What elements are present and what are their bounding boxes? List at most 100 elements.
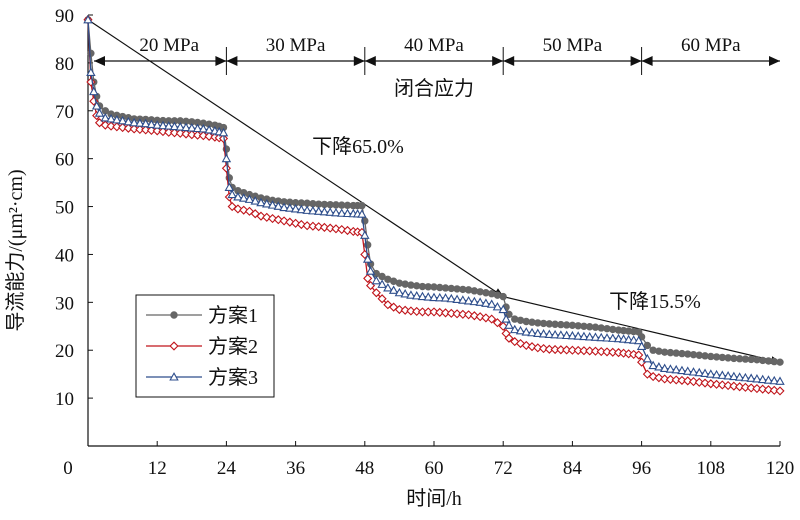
x-tick-label: 48 bbox=[355, 458, 374, 479]
data-point bbox=[100, 120, 110, 130]
data-point bbox=[561, 330, 572, 340]
data-point bbox=[406, 290, 416, 299]
x-tick-label: 24 bbox=[217, 458, 237, 479]
y-tick-label: 50 bbox=[55, 198, 74, 219]
data-point bbox=[192, 130, 203, 140]
y-tick-label: 20 bbox=[55, 341, 74, 362]
data-point bbox=[642, 369, 652, 379]
data-point bbox=[342, 208, 353, 218]
data-point bbox=[94, 108, 105, 117]
trend-arrow-1 bbox=[87, 19, 505, 298]
data-point bbox=[671, 364, 681, 374]
data-point bbox=[325, 207, 335, 216]
data-point bbox=[331, 207, 341, 217]
data-point bbox=[140, 118, 151, 128]
x-tick-label: 120 bbox=[766, 458, 795, 479]
stage-arrow-left bbox=[94, 56, 105, 66]
data-point bbox=[746, 383, 756, 393]
data-point bbox=[435, 307, 445, 317]
y-tick-label: 40 bbox=[55, 245, 74, 266]
data-point bbox=[717, 380, 727, 390]
data-point bbox=[775, 376, 785, 385]
data-point bbox=[469, 311, 479, 321]
data-point bbox=[169, 128, 180, 138]
data-point bbox=[123, 123, 133, 133]
data-point bbox=[735, 382, 745, 392]
data-point bbox=[573, 331, 583, 340]
data-point bbox=[671, 375, 681, 385]
data-point bbox=[550, 329, 560, 339]
data-point bbox=[163, 121, 174, 130]
data-point bbox=[585, 346, 595, 356]
data-point bbox=[204, 125, 214, 134]
data-point bbox=[89, 86, 99, 96]
data-point bbox=[590, 346, 601, 356]
data-point bbox=[187, 130, 197, 140]
data-point bbox=[400, 305, 410, 315]
data-point bbox=[406, 306, 416, 316]
data-point bbox=[515, 325, 526, 335]
data-point bbox=[682, 366, 693, 375]
data-point bbox=[567, 330, 578, 340]
data-point bbox=[325, 223, 335, 233]
x-origin-label: 0 bbox=[63, 458, 73, 479]
data-point bbox=[218, 127, 229, 137]
data-point bbox=[538, 329, 549, 338]
data-point bbox=[262, 212, 272, 222]
series-1 bbox=[84, 16, 784, 366]
data-point bbox=[694, 377, 704, 387]
series-2 bbox=[83, 15, 785, 396]
legend-item: 方案3 bbox=[146, 366, 258, 389]
stage-arrow-right bbox=[492, 56, 504, 66]
data-point bbox=[308, 221, 318, 231]
data-point bbox=[723, 380, 733, 391]
data-point bbox=[267, 200, 278, 209]
data-point bbox=[224, 182, 235, 191]
data-point bbox=[400, 289, 410, 298]
data-point bbox=[723, 371, 733, 380]
data-point bbox=[486, 299, 497, 308]
data-point bbox=[233, 192, 243, 201]
data-point bbox=[302, 221, 312, 231]
x-tick-label: 108 bbox=[697, 458, 726, 479]
data-point bbox=[634, 350, 644, 360]
data-point bbox=[659, 363, 670, 372]
data-point bbox=[665, 364, 676, 373]
data-point bbox=[758, 384, 768, 394]
data-point bbox=[567, 345, 577, 355]
data-point bbox=[509, 324, 520, 334]
data-point bbox=[463, 295, 474, 305]
y-tick-label: 70 bbox=[55, 102, 74, 123]
y-tick-label: 90 bbox=[55, 6, 74, 27]
data-point bbox=[579, 346, 589, 356]
data-point bbox=[492, 301, 503, 311]
data-point bbox=[538, 343, 549, 354]
stage-arrow-right bbox=[769, 56, 780, 66]
data-point bbox=[527, 342, 537, 352]
data-point bbox=[296, 204, 307, 214]
data-point bbox=[129, 117, 139, 127]
data-point bbox=[660, 374, 670, 384]
data-point bbox=[117, 115, 128, 125]
data-point bbox=[429, 292, 439, 302]
data-point bbox=[358, 201, 366, 210]
data-point bbox=[106, 121, 116, 131]
data-point bbox=[158, 127, 168, 137]
data-point bbox=[752, 383, 762, 394]
data-point bbox=[204, 131, 214, 141]
data-point bbox=[106, 113, 116, 123]
data-point bbox=[602, 333, 612, 342]
trend-arrow-2 bbox=[503, 296, 781, 365]
data-point bbox=[521, 327, 532, 336]
data-point bbox=[544, 329, 555, 338]
stage-label: 40 MPa bbox=[404, 35, 464, 56]
data-point bbox=[643, 341, 652, 350]
data-point bbox=[146, 119, 157, 128]
data-point bbox=[435, 292, 445, 302]
stage-arrow-left bbox=[226, 56, 238, 66]
x-tick-label: 72 bbox=[494, 458, 513, 479]
data-point bbox=[377, 279, 387, 288]
data-point bbox=[446, 308, 456, 318]
data-point bbox=[291, 218, 301, 228]
data-point bbox=[769, 375, 779, 385]
